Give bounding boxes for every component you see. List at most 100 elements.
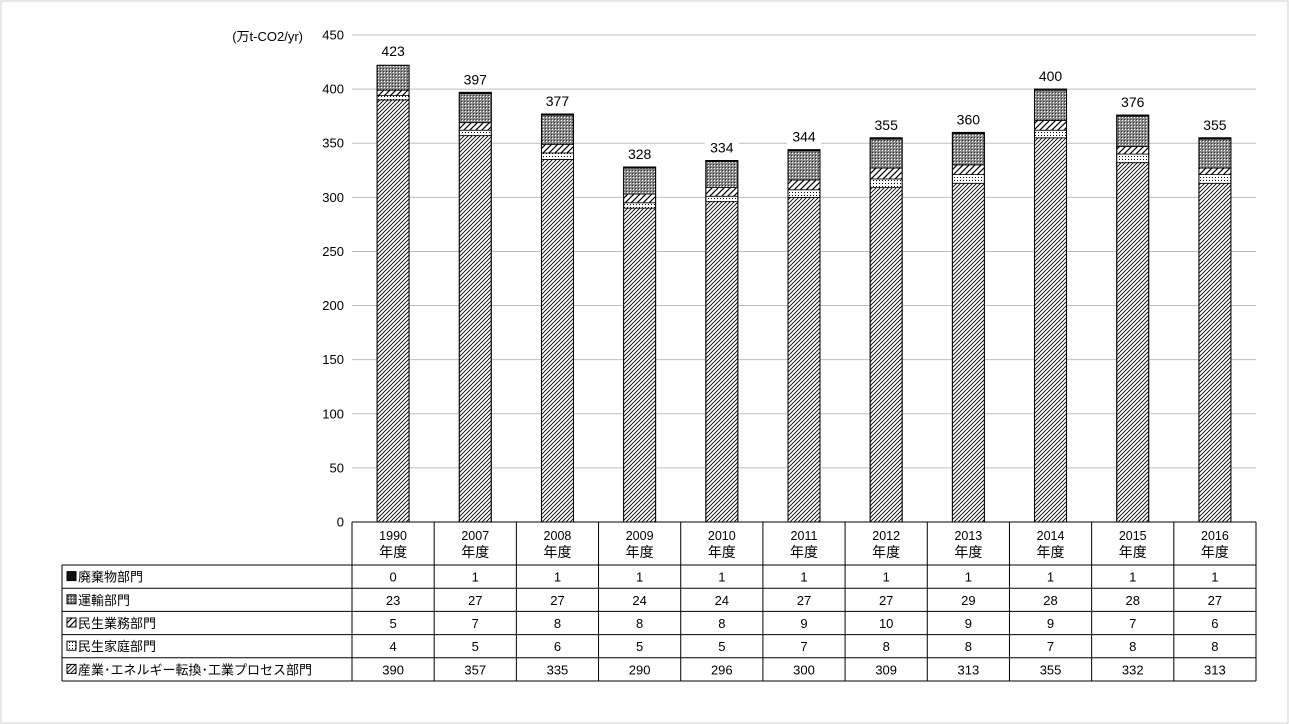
bar-segment <box>1116 162 1150 523</box>
x-tick-label: 年度 <box>543 544 571 560</box>
total-label-bg <box>1033 67 1068 86</box>
x-tick-label: 年度 <box>1201 544 1229 560</box>
bar-segment <box>1116 153 1150 164</box>
table-cell: 27 <box>797 593 811 608</box>
bar-segment <box>705 195 739 203</box>
bar-segment <box>869 178 903 188</box>
table-cell: 9 <box>800 616 807 631</box>
table-cell: 296 <box>711 662 733 677</box>
bar-segment <box>541 152 574 160</box>
x-tick-label: 年度 <box>954 544 982 560</box>
bar-segment <box>705 161 739 188</box>
table-cell: 9 <box>965 616 972 631</box>
y-tick-label: 0 <box>337 515 344 530</box>
table-cell: 28 <box>1125 593 1139 608</box>
legend-key <box>66 617 77 628</box>
total-label: 328 <box>628 146 652 162</box>
x-tick-label: 2008 <box>544 529 572 543</box>
table-cell: 1 <box>1047 570 1054 585</box>
table-cell: 313 <box>958 662 980 677</box>
table-cell: 23 <box>386 593 400 608</box>
table-cell: 1 <box>1129 570 1136 585</box>
table-row-label: 運輸部門 <box>78 593 130 608</box>
table-row-label: 廃棄物部門 <box>78 570 143 585</box>
y-tick-label: 200 <box>322 298 344 313</box>
total-label: 344 <box>792 129 816 145</box>
x-tick-label: 2015 <box>1119 529 1147 543</box>
bar-segment <box>869 167 903 180</box>
total-label-bg <box>869 115 904 134</box>
total-label: 377 <box>546 93 570 109</box>
table-cell: 24 <box>715 593 729 608</box>
x-tick-label: 1990 <box>379 529 407 543</box>
table-cell: 8 <box>965 639 972 654</box>
bar-segment <box>869 187 903 523</box>
bar-segment <box>951 174 985 184</box>
y-tick-label: 300 <box>322 190 344 205</box>
legend-key <box>66 663 77 674</box>
bar-segment <box>951 133 985 166</box>
total-label: 400 <box>1039 68 1063 84</box>
table-cell: 28 <box>1043 593 1057 608</box>
total-label: 355 <box>875 117 899 133</box>
x-tick-label: 年度 <box>872 544 900 560</box>
y-tick-label: 400 <box>322 82 344 97</box>
table-cell: 309 <box>875 662 897 677</box>
table-cell: 357 <box>464 662 486 677</box>
table-row-label: 産業･エネルギー転換･工業プロセス部門 <box>78 662 312 677</box>
total-label-bg <box>704 138 739 157</box>
table-cell: 8 <box>718 616 725 631</box>
legend-key <box>66 640 77 651</box>
table-cell: 4 <box>389 639 396 654</box>
table-cell: 300 <box>793 662 815 677</box>
table-cell: 7 <box>1047 639 1054 654</box>
bar-segment <box>1034 89 1067 121</box>
bar-segment <box>1034 129 1067 139</box>
bar-segment <box>951 164 985 176</box>
x-tick-label: 2014 <box>1037 529 1065 543</box>
table-cell: 6 <box>1211 616 1218 631</box>
x-tick-label: 年度 <box>1037 544 1065 560</box>
bar-segment <box>787 196 821 523</box>
x-tick-label: 2016 <box>1201 529 1229 543</box>
table-cell: 7 <box>1129 616 1136 631</box>
bar-segment <box>951 182 985 523</box>
bar-segment <box>376 89 410 97</box>
table-cell: 1 <box>472 570 479 585</box>
table-cell: 1 <box>965 570 972 585</box>
x-tick-label: 年度 <box>379 544 407 560</box>
table-cell: 7 <box>472 616 479 631</box>
table-cell: 8 <box>636 616 643 631</box>
bar-segment <box>1034 120 1067 131</box>
table-cell: 6 <box>554 639 561 654</box>
total-label-bg <box>376 42 411 61</box>
x-tick-label: 2007 <box>461 529 489 543</box>
table-cell: 27 <box>1208 593 1222 608</box>
table-cell: 5 <box>389 616 396 631</box>
total-label: 334 <box>710 140 734 156</box>
bar-segment <box>541 114 574 145</box>
bar-segment <box>623 167 657 195</box>
bar-segment <box>869 138 903 169</box>
bar-segment <box>787 189 821 198</box>
bar-segment <box>1034 137 1067 523</box>
x-tick-label: 2012 <box>872 529 900 543</box>
table-cell: 8 <box>1211 639 1218 654</box>
bar-segment <box>705 201 739 523</box>
table-cell: 8 <box>1129 639 1136 654</box>
bar-segment <box>623 202 657 209</box>
table-cell: 1 <box>554 570 561 585</box>
x-tick-label: 年度 <box>1119 544 1147 560</box>
table-cell: 24 <box>632 593 646 608</box>
table-cell: 7 <box>800 639 807 654</box>
y-tick-label: 100 <box>322 406 344 421</box>
y-tick-label: 50 <box>330 460 344 475</box>
total-label-bg <box>458 70 493 89</box>
x-tick-label: 年度 <box>790 544 818 560</box>
bar-segment <box>1198 182 1232 523</box>
total-label: 376 <box>1121 94 1145 110</box>
x-tick-label: 2009 <box>626 529 654 543</box>
